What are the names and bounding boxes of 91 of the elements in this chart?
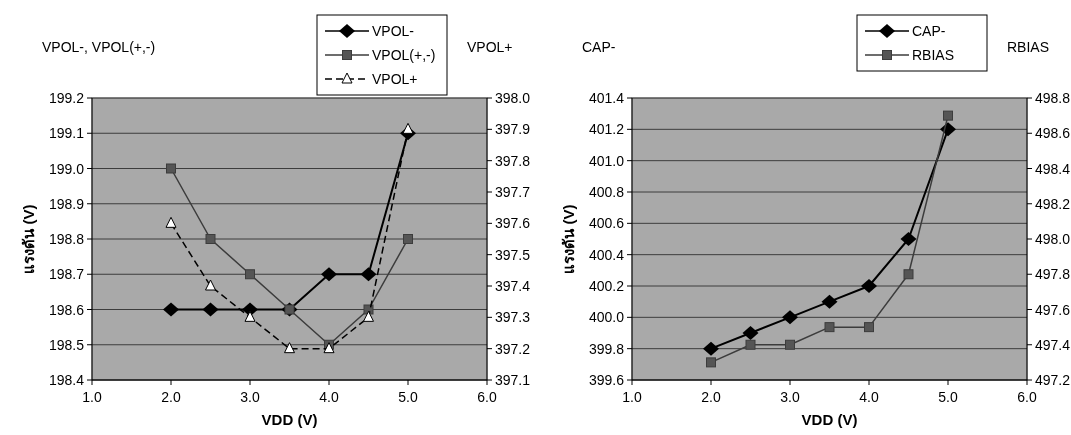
y-tick-label: 401.0 [588,152,625,169]
y2-tick-label: 398.0 [495,90,531,106]
y2-tick-label: 498.0 [1035,231,1071,247]
point [824,322,835,333]
y2-tick-label: 397.5 [495,246,531,263]
point [284,342,295,354]
y-tick-label: 401.2 [588,121,625,138]
point [785,339,795,350]
y-tick-label: 400.2 [588,278,625,294]
x-tick-label: 4.0 [859,389,879,405]
x-tick-label: 1.0 [622,389,642,405]
point [703,341,719,356]
y2-tick-label: 397.3 [495,309,531,326]
x-tick-label: 1.0 [82,389,102,405]
x-tick-label: 4.0 [319,389,339,405]
y-tick-label: 199.1 [48,125,85,142]
x-tick-label: 2.0 [701,389,721,405]
y2-tick-label: 497.8 [1035,266,1071,283]
point [166,163,176,174]
x-tick-label: 6.0 [477,389,497,405]
point [163,302,179,317]
x-tick-label: 5.0 [938,389,958,405]
y-tick-label: 400.6 [588,215,625,232]
y2-tick-label: 497.4 [1035,336,1071,353]
point [900,232,917,246]
y2-tick-label: 498.8 [1035,90,1071,106]
y-tick-label: 401.4 [588,90,625,106]
legend-label: VPOL+ [372,71,418,87]
y2-tick-label: 397.1 [495,372,531,388]
point [165,216,177,228]
x-axis-title: VDD (V) [261,411,318,428]
point [943,110,953,121]
point [402,122,414,134]
legend-label: CAP- [912,23,946,39]
y2-tick-label: 498.6 [1035,125,1071,142]
y2-tick-label: 498.2 [1035,195,1071,212]
point [821,294,838,309]
point [363,310,374,322]
text: CAP- [582,39,616,55]
y-tick-label: 198.8 [48,231,85,247]
y-tick-label: 400.0 [588,309,625,326]
x-axis-title: VDD (V) [801,411,858,428]
x-tick-label: 3.0 [780,389,800,405]
point [745,339,756,350]
point [782,310,798,325]
y-tick-label: 198.5 [48,336,85,353]
x-tick-label: 3.0 [240,389,260,405]
y-tick-label: 399.8 [588,340,625,357]
y-axis-title: แรงดัน (V) [560,204,577,274]
point [742,326,759,340]
point [323,342,335,354]
y2-tick-label: 397.4 [495,278,531,294]
point [202,302,219,317]
y2-tick-label: 397.7 [495,184,531,200]
point [360,267,377,282]
point [244,310,256,322]
x-tick-label: 6.0 [1017,389,1037,405]
y-tick-label: 199.2 [48,90,85,106]
y-tick-label: 198.7 [48,266,85,283]
y-tick-label: 198.9 [48,195,85,212]
y2-axis-title: RBIAS [1007,39,1050,55]
y2-tick-label: 397.9 [495,121,531,138]
y-axis-title: แรงดัน (V) [20,204,37,274]
point [403,234,413,244]
x-tick-label: 2.0 [161,389,181,405]
y-tick-label: 198.4 [48,372,85,388]
point [205,234,216,244]
y-tick-label: 199.0 [48,160,85,177]
y2-tick-label: 397.6 [495,215,531,232]
point [205,279,216,291]
y-tick-label: 400.8 [588,184,625,200]
point [706,357,716,368]
y-tick-label: 399.6 [588,372,625,388]
x-tick-label: 5.0 [398,389,418,405]
y2-axis-title: VPOL+ [467,39,513,55]
y2-tick-label: 498.4 [1035,160,1071,177]
y2-tick-label: 497.6 [1035,301,1071,318]
legend-label: VPOL(+,-) [372,47,436,63]
point [321,267,337,282]
y-tick-label: 400.4 [588,246,625,263]
point [864,322,874,333]
legend-label: RBIAS [912,47,955,63]
y2-tick-label: 397.2 [495,340,531,357]
y2-tick-label: 497.2 [1035,372,1071,388]
y-tick-label: 198.6 [48,301,85,318]
point [903,269,914,280]
point [861,279,877,293]
point [245,269,255,280]
y2-tick-label: 397.8 [495,152,531,169]
text: VPOL-, VPOL(+,-) [42,39,156,55]
legend-label: VPOL- [372,23,415,39]
